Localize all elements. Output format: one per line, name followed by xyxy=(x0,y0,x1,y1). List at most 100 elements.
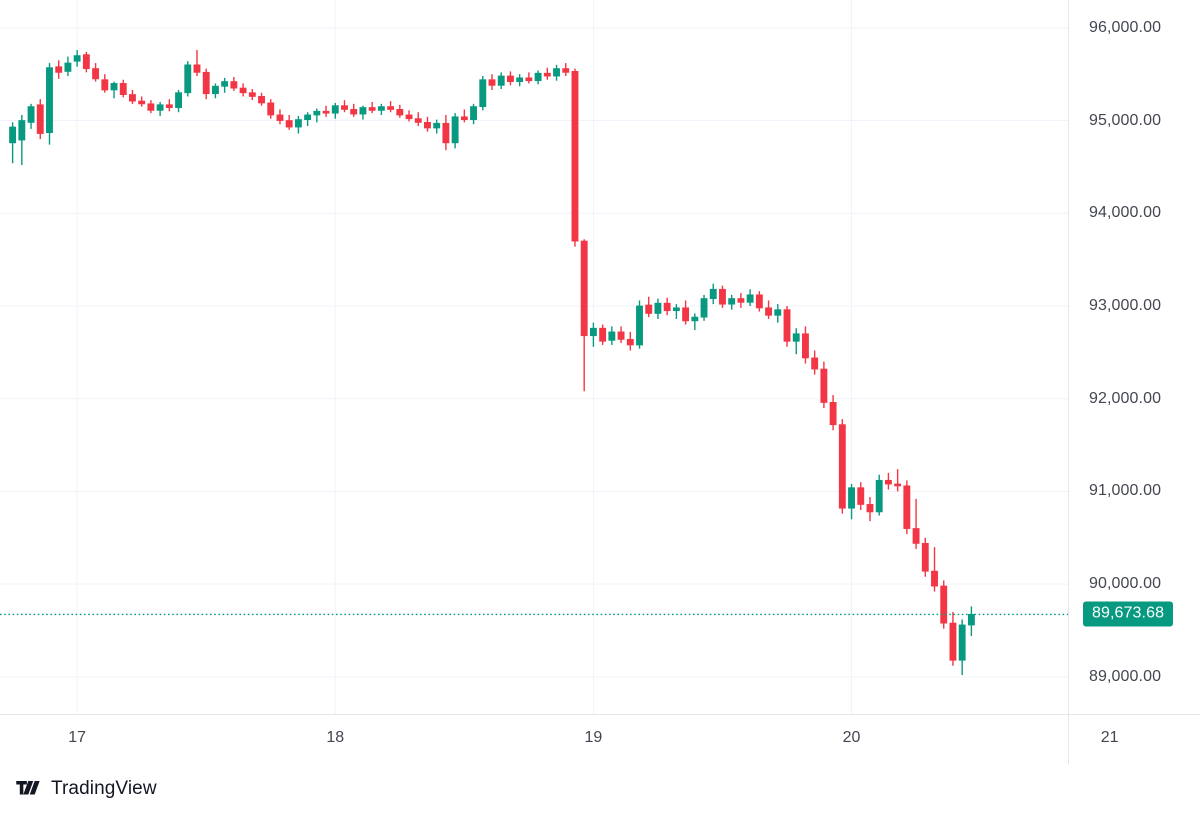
candle-bullish[interactable] xyxy=(516,77,524,82)
candle-bullish[interactable] xyxy=(654,302,662,314)
candle-bearish[interactable] xyxy=(811,357,819,370)
candle-bullish[interactable] xyxy=(156,104,164,111)
candle-bearish[interactable] xyxy=(949,622,957,661)
candle-bearish[interactable] xyxy=(506,75,514,83)
candle-bearish[interactable] xyxy=(82,54,90,70)
candle-bearish[interactable] xyxy=(396,109,404,116)
candle-bearish[interactable] xyxy=(488,79,496,86)
candle-bearish[interactable] xyxy=(341,105,348,110)
candle-bullish[interactable] xyxy=(46,67,53,134)
price-scale[interactable]: 96,000.00 95,000.00 94,000.00 93,000.00 92,0… xyxy=(1068,0,1200,714)
candle-bearish[interactable] xyxy=(138,100,146,105)
candle-bearish[interactable] xyxy=(580,240,588,337)
candle-bearish[interactable] xyxy=(562,68,570,73)
candle-bearish[interactable] xyxy=(884,479,892,485)
candle-bearish[interactable] xyxy=(129,94,136,102)
candle-bearish[interactable] xyxy=(36,104,44,134)
candle-bullish[interactable] xyxy=(479,79,487,108)
candle-bearish[interactable] xyxy=(626,338,634,346)
candle-bearish[interactable] xyxy=(894,483,902,487)
chart-plot-area[interactable] xyxy=(0,0,1068,714)
candle-bearish[interactable] xyxy=(350,109,358,115)
candle-bearish[interactable] xyxy=(368,107,376,111)
candle-bullish[interactable] xyxy=(211,85,219,95)
candle-bearish[interactable] xyxy=(414,118,422,123)
candle-bullish[interactable] xyxy=(377,106,385,111)
candle-bullish[interactable] xyxy=(175,92,182,108)
candle-bullish[interactable] xyxy=(774,309,782,316)
candle-bearish[interactable] xyxy=(248,92,256,97)
candle-bearish[interactable] xyxy=(387,106,395,110)
candle-bullish[interactable] xyxy=(221,81,229,87)
candle-bullish[interactable] xyxy=(294,119,302,128)
candle-bearish[interactable] xyxy=(322,110,330,114)
candle-bearish[interactable] xyxy=(267,102,275,116)
candle-bullish[interactable] xyxy=(534,72,542,82)
candle-bullish[interactable] xyxy=(433,122,441,129)
candle-bearish[interactable] xyxy=(645,304,653,314)
candle-bullish[interactable] xyxy=(792,333,800,342)
candle-bearish[interactable] xyxy=(230,81,238,89)
candle-bullish[interactable] xyxy=(27,106,35,123)
candle-bearish[interactable] xyxy=(276,114,284,121)
candle-bearish[interactable] xyxy=(55,66,63,73)
candle-bearish[interactable] xyxy=(525,77,533,82)
candle-bearish[interactable] xyxy=(719,288,726,305)
candle-bearish[interactable] xyxy=(442,122,450,144)
candle-bearish[interactable] xyxy=(783,309,791,342)
candle-bullish[interactable] xyxy=(331,105,339,114)
candle-bearish[interactable] xyxy=(857,487,865,505)
candle-bullish[interactable] xyxy=(497,75,505,86)
candle-bullish[interactable] xyxy=(451,116,459,144)
candle-bullish[interactable] xyxy=(359,107,367,115)
candlestick-plot[interactable] xyxy=(0,0,1068,714)
candle-bullish[interactable] xyxy=(672,307,680,312)
candle-bearish[interactable] xyxy=(147,103,155,111)
candle-bullish[interactable] xyxy=(73,55,81,62)
candle-bearish[interactable] xyxy=(940,585,948,624)
candle-bearish[interactable] xyxy=(424,122,431,129)
candle-bearish[interactable] xyxy=(802,333,809,359)
candle-bearish[interactable] xyxy=(912,528,920,544)
candle-bearish[interactable] xyxy=(829,402,837,426)
candle-bullish[interactable] xyxy=(608,331,616,341)
candle-bullish[interactable] xyxy=(691,316,699,322)
candle-bullish[interactable] xyxy=(875,479,883,513)
candle-bearish[interactable] xyxy=(119,83,127,95)
candle-bearish[interactable] xyxy=(866,504,874,513)
candle-bearish[interactable] xyxy=(285,120,293,128)
candle-bearish[interactable] xyxy=(737,298,745,303)
candle-bearish[interactable] xyxy=(202,71,210,95)
candle-bearish[interactable] xyxy=(765,307,773,316)
candle-bullish[interactable] xyxy=(709,288,717,299)
candle-bullish[interactable] xyxy=(18,120,26,141)
candle-bullish[interactable] xyxy=(967,614,975,626)
candle-bullish[interactable] xyxy=(110,83,118,91)
candle-bullish[interactable] xyxy=(728,298,736,305)
candle-bullish[interactable] xyxy=(636,305,643,346)
candle-bearish[interactable] xyxy=(820,368,828,403)
candle-bearish[interactable] xyxy=(165,104,173,108)
candle-bearish[interactable] xyxy=(617,331,625,340)
candle-bearish[interactable] xyxy=(101,79,109,91)
candle-bullish[interactable] xyxy=(470,106,477,121)
candle-bullish[interactable] xyxy=(184,64,192,94)
candle-bearish[interactable] xyxy=(571,71,579,242)
candle-bearish[interactable] xyxy=(460,116,468,121)
candle-bullish[interactable] xyxy=(700,298,708,318)
candle-bearish[interactable] xyxy=(239,87,247,94)
current-price-badge[interactable]: 89,673.68 xyxy=(1083,601,1174,627)
candle-bullish[interactable] xyxy=(848,487,855,509)
candle-bullish[interactable] xyxy=(958,624,966,661)
candle-bearish[interactable] xyxy=(682,307,690,322)
candle-bullish[interactable] xyxy=(553,68,560,77)
candle-bearish[interactable] xyxy=(663,302,671,312)
candle-bearish[interactable] xyxy=(92,68,100,80)
candle-bearish[interactable] xyxy=(193,64,201,73)
candle-bearish[interactable] xyxy=(921,542,929,572)
candle-bearish[interactable] xyxy=(755,294,763,309)
candle-bearish[interactable] xyxy=(838,424,846,509)
candle-bearish[interactable] xyxy=(931,570,938,587)
time-scale[interactable]: 17 18 19 20 21 xyxy=(0,714,1119,764)
candle-series[interactable] xyxy=(9,50,975,676)
